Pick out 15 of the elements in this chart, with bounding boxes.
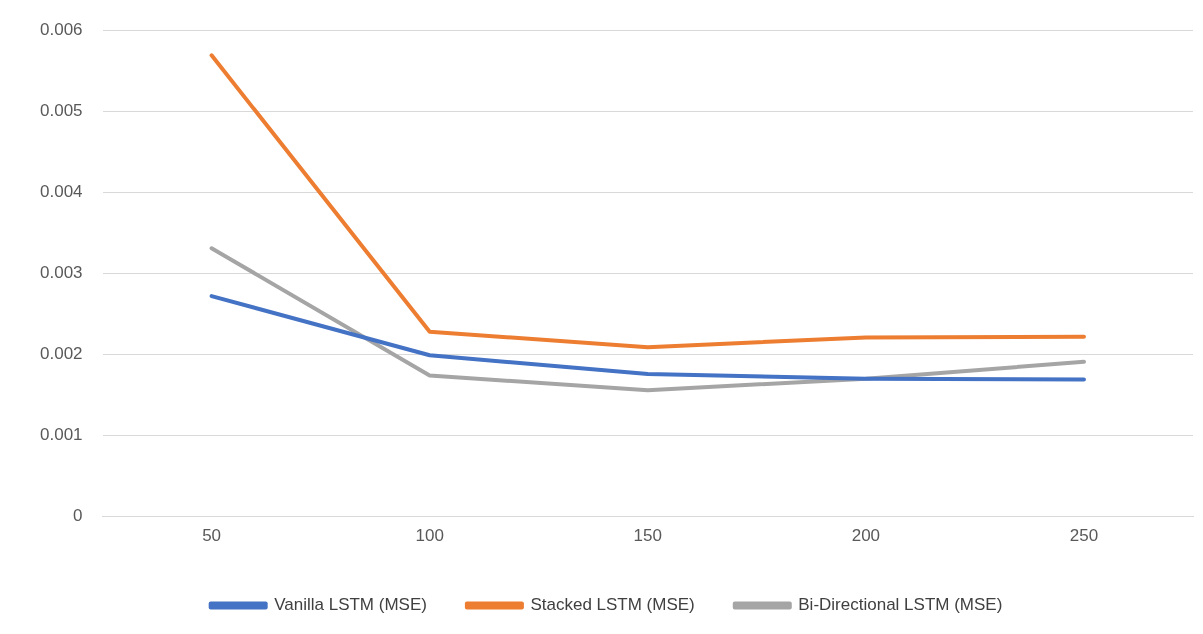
legend-label: Bi-Directional LSTM (MSE) (798, 595, 1003, 615)
y-tick-label: 0.003 (39, 263, 83, 283)
y-tick-label: 0.002 (39, 344, 83, 364)
y-tick-label: 0.001 (39, 425, 83, 445)
x-tick-label: 200 (851, 526, 881, 546)
y-tick-label: 0.004 (39, 182, 83, 202)
legend-label: Vanilla LSTM (MSE) (274, 595, 427, 615)
x-tick-label: 150 (633, 526, 662, 546)
legend-label: Stacked LSTM (MSE) (530, 595, 695, 615)
x-tick-label: 100 (415, 526, 444, 546)
y-tick-label: 0.005 (39, 100, 83, 120)
y-tick-label: 0 (73, 506, 83, 526)
y-tick-label: 0.006 (39, 19, 83, 39)
x-tick-label: 50 (202, 526, 222, 546)
x-tick-label: 250 (1069, 526, 1099, 546)
